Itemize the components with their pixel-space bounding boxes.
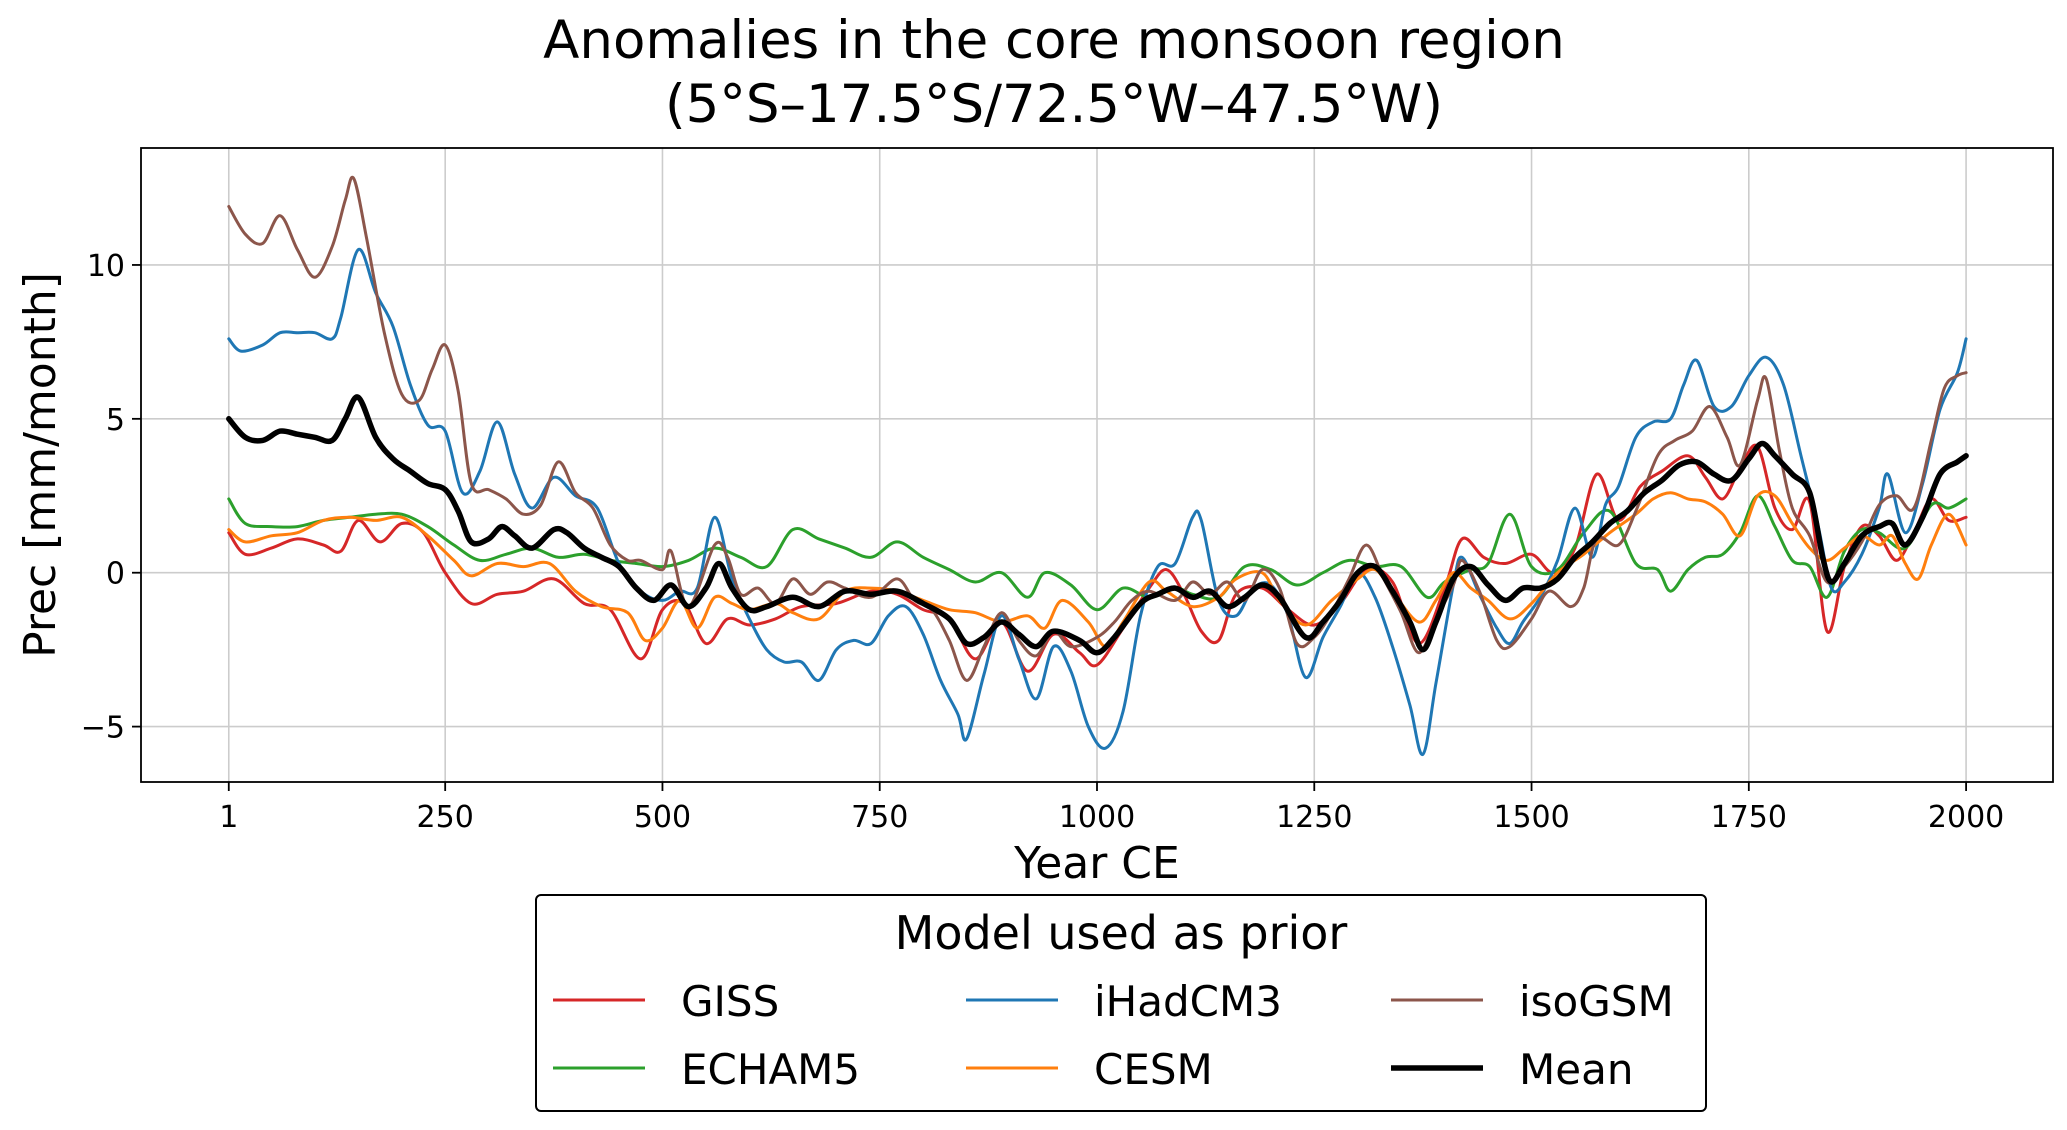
legend-item-mean-label: Mean: [1519, 1045, 1633, 1094]
y-axis-ticks: −5 0 5 10: [81, 249, 141, 746]
legend-title: Model used as prior: [895, 906, 1348, 960]
y-tick-label: 0: [106, 557, 125, 592]
x-axis-label: Year CE: [1013, 838, 1180, 889]
x-tick-label: 1: [219, 800, 238, 835]
y-tick-label: 10: [87, 249, 125, 284]
x-axis-ticks: 1 250 500 750 1000 1250 1500 1750 2000: [219, 782, 2004, 835]
y-tick-label: −5: [81, 711, 125, 746]
x-tick-label: 2000: [1928, 800, 2004, 835]
x-tick-label: 1750: [1711, 800, 1787, 835]
chart-title-line-1: Anomalies in the core monsoon region: [543, 10, 1565, 71]
x-tick-label: 500: [634, 800, 691, 835]
legend-item-giss-label: GISS: [681, 977, 779, 1026]
x-tick-label: 1000: [1059, 800, 1135, 835]
y-axis-label: Prec [mm/month]: [15, 272, 66, 658]
grid: [141, 148, 2053, 782]
y-tick-label: 5: [106, 403, 125, 438]
legend-item-ihadcm3-label: iHadCM3: [1094, 977, 1282, 1026]
legend-item-cesm-label: CESM: [1094, 1045, 1213, 1094]
legend-items: GISS ECHAM5 iHadCM3 CESM isoGSM Mean: [553, 977, 1674, 1094]
series-line-mean: [226, 394, 1969, 656]
series-line-isogsm: [227, 175, 1968, 682]
legend-box: [535, 894, 1707, 1112]
legend: Model used as prior GISS ECHAM5 iHadCM3 CES…: [535, 894, 1707, 1112]
series-line-ihadcm3: [227, 248, 1968, 756]
legend-item-echam5-label: ECHAM5: [681, 1045, 860, 1094]
legend-item-isogsm-label: isoGSM: [1519, 977, 1674, 1026]
x-tick-label: 750: [851, 800, 908, 835]
series-group: [226, 175, 1969, 756]
x-tick-label: 250: [417, 800, 474, 835]
x-tick-label: 1250: [1276, 800, 1352, 835]
x-tick-label: 1500: [1493, 800, 1569, 835]
chart-title-line-2: (5°S–17.5°S/72.5°W–47.5°W): [665, 74, 1443, 135]
